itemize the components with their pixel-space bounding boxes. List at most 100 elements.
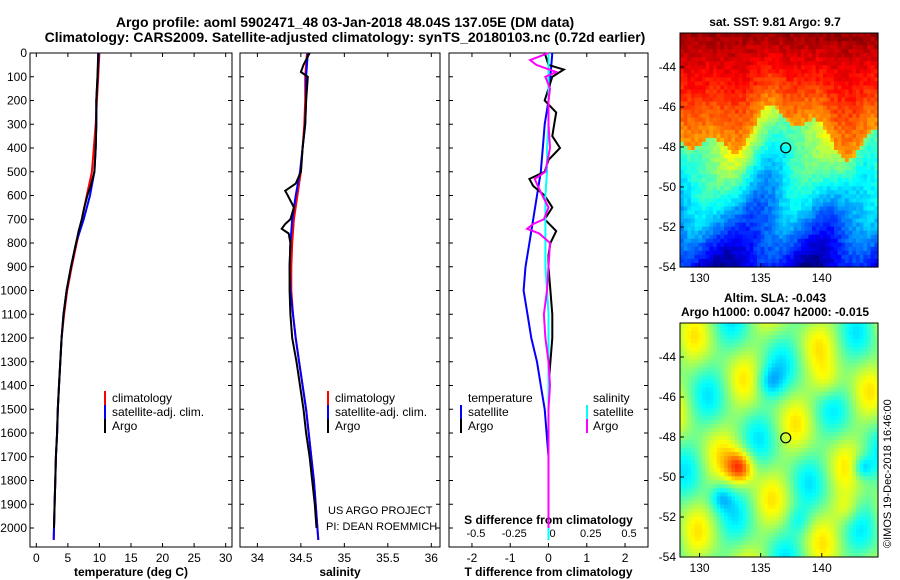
map-cell	[793, 210, 798, 216]
map-cell	[731, 399, 736, 405]
map-cell	[830, 150, 835, 155]
map-cell	[716, 202, 721, 208]
map-cell	[841, 109, 846, 115]
map-cell	[691, 85, 696, 91]
map-cell	[852, 343, 857, 348]
map-cell	[683, 327, 688, 332]
map-cell	[727, 419, 732, 425]
map-cell	[702, 141, 707, 147]
map-cell	[786, 254, 791, 260]
map-cell	[830, 391, 835, 397]
map-cell	[786, 347, 791, 352]
map-cell	[749, 113, 754, 119]
map-cell	[705, 129, 710, 135]
map-cell	[797, 158, 802, 163]
map-cell	[746, 411, 751, 417]
map-cell	[694, 407, 699, 413]
map-cell	[713, 141, 718, 147]
map-cell	[823, 33, 828, 38]
map-cell	[746, 101, 751, 107]
map-cell	[698, 262, 703, 268]
map-cell	[779, 238, 784, 244]
map-cell	[749, 53, 754, 58]
map-cell	[779, 61, 784, 66]
map-cell	[735, 440, 740, 445]
map-cell	[830, 331, 835, 336]
map-cell	[848, 174, 853, 179]
map-cell	[738, 182, 743, 187]
map-cell	[786, 419, 791, 425]
map-cell	[841, 150, 846, 155]
map-cell	[870, 141, 875, 147]
map-cell	[716, 129, 721, 135]
map-cell	[790, 367, 795, 373]
map-cell	[867, 202, 872, 208]
map-cell	[683, 415, 688, 421]
map-cell	[823, 258, 828, 264]
map-cell	[804, 129, 809, 135]
map-cell	[797, 190, 802, 195]
map-cell	[782, 202, 787, 208]
map-cell	[859, 81, 864, 87]
map-cell	[702, 101, 707, 107]
map-cell	[724, 419, 729, 425]
map-cell	[808, 174, 813, 179]
map-cell	[837, 343, 842, 348]
map-cell	[867, 190, 872, 195]
map-cell	[801, 230, 806, 236]
map-cell	[775, 41, 780, 46]
map-cell	[863, 343, 868, 348]
map-cell	[830, 214, 835, 220]
map-cell	[870, 367, 875, 373]
map-cell	[775, 170, 780, 175]
map-cell	[852, 423, 857, 429]
map-cell	[705, 355, 710, 360]
map-cell	[768, 375, 773, 381]
map-cell	[713, 133, 718, 139]
map-cell	[823, 125, 828, 131]
map-cell	[768, 359, 773, 364]
map-cell	[694, 363, 699, 368]
map-cell	[705, 210, 710, 216]
map-cell	[753, 93, 758, 99]
map-cell	[834, 101, 839, 107]
map-cell	[863, 190, 868, 195]
map-cell	[834, 234, 839, 240]
map-cell	[793, 214, 798, 220]
map-cell	[830, 141, 835, 147]
map-cell	[804, 383, 809, 389]
map-cell	[683, 403, 688, 409]
map-cell	[841, 61, 846, 66]
map-cell	[786, 202, 791, 208]
map-cell	[826, 73, 831, 78]
map-cell	[760, 198, 765, 204]
map-cell	[808, 85, 813, 91]
map-cell	[720, 371, 725, 377]
map-cell	[768, 174, 773, 179]
map-cell	[848, 49, 853, 54]
map-cell	[680, 379, 685, 385]
map-cell	[804, 230, 809, 236]
map-cell	[793, 125, 798, 131]
map-cell	[764, 137, 769, 143]
map-cell	[716, 77, 721, 83]
map-cell	[808, 391, 813, 397]
map-cell	[823, 81, 828, 87]
map-cell	[845, 129, 850, 135]
map-cell	[837, 73, 842, 78]
map-cell	[815, 363, 820, 368]
map-cell	[749, 411, 754, 417]
map-cell	[775, 331, 780, 336]
map-cell	[760, 89, 765, 95]
map-cell	[724, 335, 729, 340]
map-cell	[680, 440, 685, 445]
map-cell	[819, 395, 824, 401]
map-cell	[804, 242, 809, 248]
map-cell	[790, 250, 795, 256]
map-cell	[691, 198, 696, 204]
title-line-1: Argo profile: aoml 5902471_48 03-Jan-201…	[116, 14, 574, 30]
map-cell	[724, 133, 729, 139]
map-cell	[859, 206, 864, 212]
map-cell	[760, 125, 765, 131]
map-cell	[680, 45, 685, 50]
